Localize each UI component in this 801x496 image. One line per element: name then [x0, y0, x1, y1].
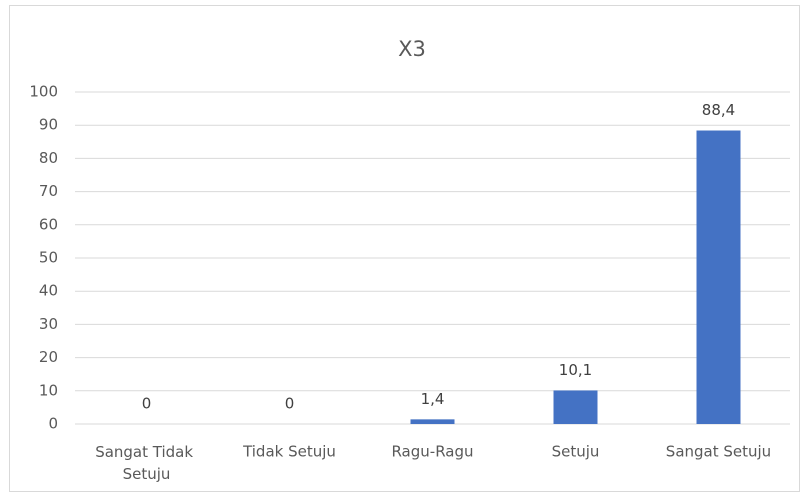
chart: X3 0102030405060708090100Sangat Tidak Se… [0, 0, 801, 496]
y-tick-label: 10 [39, 381, 58, 399]
y-tick-label: 40 [39, 282, 58, 300]
x-tick-label: Tidak Setuju [242, 443, 336, 461]
y-tick-label: 50 [39, 249, 58, 267]
y-tick-label: 0 [48, 415, 58, 433]
y-tick-label: 20 [39, 348, 58, 366]
data-label: 0 [142, 395, 152, 413]
y-tick-label: 90 [39, 116, 58, 134]
y-tick-label: 70 [39, 182, 58, 200]
x-tick-label: Sangat Setuju [666, 443, 771, 461]
bar [697, 131, 741, 424]
chart-title: X3 [398, 37, 426, 61]
y-tick-label: 100 [29, 83, 58, 101]
x-tick-label: Ragu-Ragu [391, 443, 473, 461]
x-tick-label: Setuju [552, 443, 600, 461]
y-tick-label: 80 [39, 149, 58, 167]
bar [554, 390, 598, 424]
y-tick-label: 60 [39, 215, 58, 233]
y-tick-label: 30 [39, 315, 58, 333]
data-label: 10,1 [559, 361, 592, 379]
data-label: 0 [285, 395, 295, 413]
data-label: 88,4 [702, 101, 735, 119]
chart-border [10, 6, 800, 492]
data-label: 1,4 [421, 390, 445, 408]
bar [411, 419, 455, 424]
